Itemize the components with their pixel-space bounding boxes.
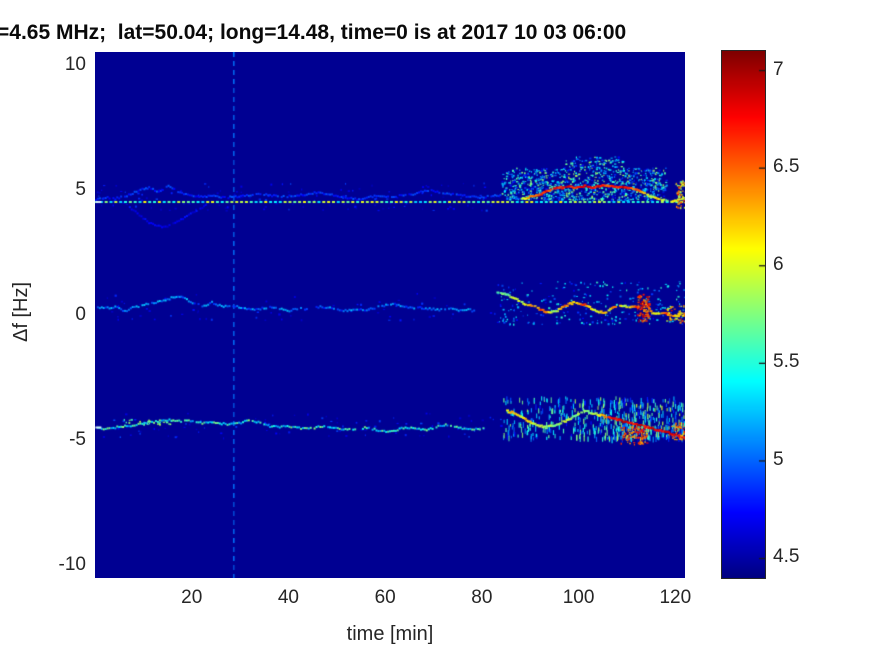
colorbar-canvas	[721, 50, 766, 579]
colorbar-tick-label: 7	[773, 58, 784, 80]
colorbar-tick-label: 6.5	[773, 156, 800, 178]
x-tick-label: 40	[277, 587, 299, 608]
y-tick-label: 0	[75, 304, 86, 325]
x-tick-label: 120	[659, 587, 692, 608]
colorbar-tick-label: 6	[773, 253, 784, 275]
x-tick-label: 100	[562, 587, 595, 608]
y-tick-label: -10	[58, 554, 86, 575]
figure-title: =4.65 MHz; lat=50.04; long=14.48, time=0…	[0, 21, 627, 44]
x-axis-label: time [min]	[346, 623, 434, 645]
colorbar-tick-label: 4.5	[773, 546, 800, 568]
y-tick-label: 10	[64, 54, 86, 75]
y-tick-label: -5	[69, 429, 86, 450]
x-tick-label: 20	[181, 587, 203, 608]
colorbar-tick-label: 5.5	[773, 351, 800, 373]
x-tick-label: 60	[374, 587, 396, 608]
colorbar-tick-label: 5	[773, 448, 784, 470]
y-tick-label: 5	[75, 179, 86, 200]
x-tick-label: 80	[471, 587, 493, 608]
spectrogram-plot-canvas	[95, 52, 685, 578]
